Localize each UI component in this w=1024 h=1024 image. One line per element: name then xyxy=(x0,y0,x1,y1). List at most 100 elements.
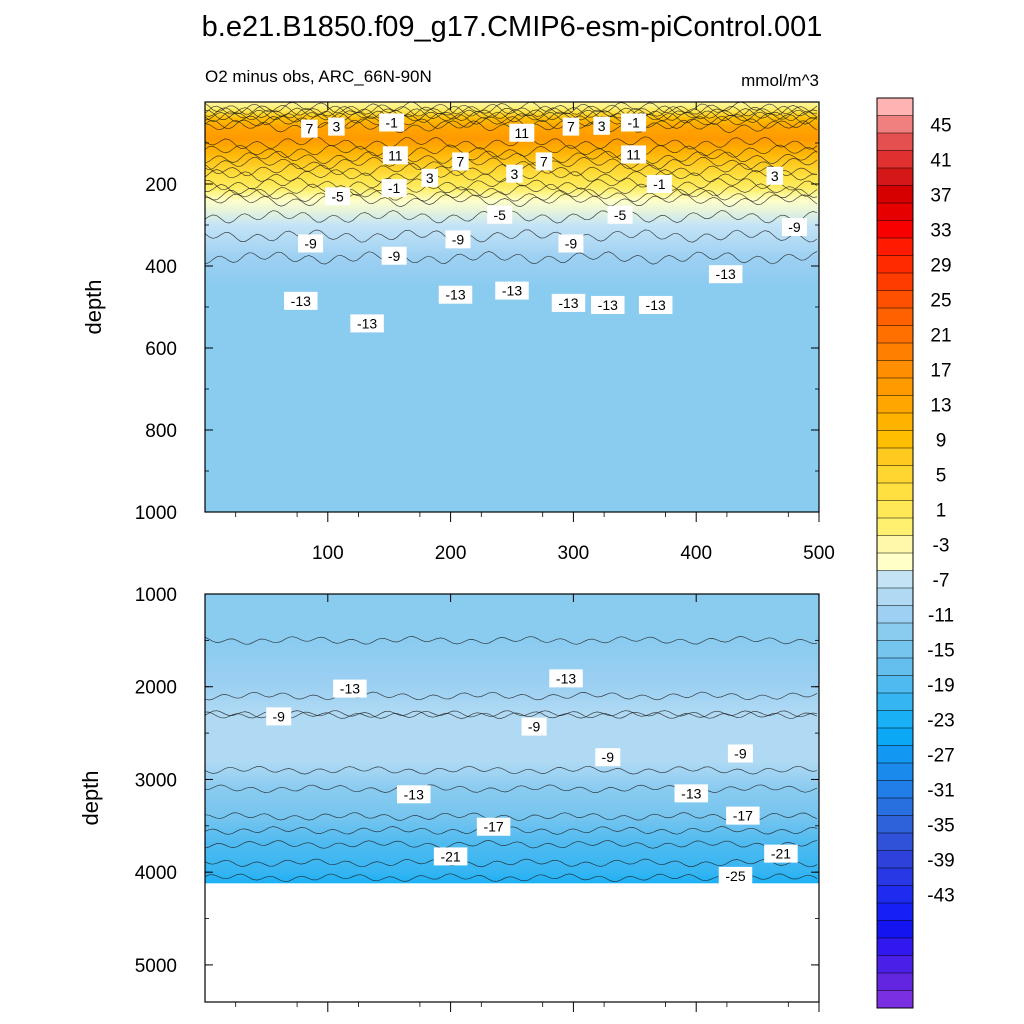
contour-label-box xyxy=(284,291,318,310)
contour-label-text: 11 xyxy=(626,146,641,162)
contour-label-box xyxy=(521,717,547,736)
colorbar-box xyxy=(877,500,913,519)
contour-line xyxy=(205,826,818,835)
colorbar-box xyxy=(877,325,913,344)
colorbar-tick-label: -19 xyxy=(927,675,954,696)
contour-label-box xyxy=(535,152,553,171)
contour-label-text: 7 xyxy=(540,153,548,169)
colorbar-tick-label: 5 xyxy=(936,465,947,486)
contour-label-text: -1 xyxy=(385,115,398,131)
contour-label: -9 xyxy=(595,748,621,767)
subtitle-left: O2 minus obs, ARC_66N-90N xyxy=(205,67,432,86)
colorbar-box xyxy=(877,605,913,624)
contour-label-text: -9 xyxy=(304,235,317,251)
contour-label-text: -13 xyxy=(681,785,701,801)
contour-label: -9 xyxy=(381,246,407,265)
contour-label-text: 3 xyxy=(426,170,434,186)
colorbar-tick-label: -3 xyxy=(933,535,950,556)
colorbar-box xyxy=(877,273,913,291)
contour-line xyxy=(205,102,818,115)
contour-label: -9 xyxy=(558,234,584,253)
contour-label-box xyxy=(718,866,753,885)
colorbar-box xyxy=(877,343,913,361)
colorbar-box xyxy=(877,255,913,274)
colorbar: 45 41 37 33 29 25 21 17 13 9 5 1 -3 -7 -11 -15 -19 -23 -27… xyxy=(876,97,955,1009)
contour-label-text: -5 xyxy=(493,207,506,223)
lower-y-label: depth xyxy=(78,770,103,825)
contour-label-box xyxy=(487,205,513,224)
contour-label-text: -13 xyxy=(556,670,576,686)
colorbar-box xyxy=(877,115,913,134)
contour-label-box xyxy=(509,123,535,142)
colorbar-box xyxy=(877,98,913,116)
contour-label: -13 xyxy=(638,295,673,314)
colorbar-tick-label: 13 xyxy=(930,395,951,416)
colorbar-box xyxy=(877,780,913,799)
contour-label-box xyxy=(674,784,709,803)
contour-label-text: -13 xyxy=(558,295,578,311)
lower-y-axis: 1000 2000 3000 4000 5000 xyxy=(135,585,819,977)
colorbar-box xyxy=(877,640,913,659)
colorbar-box xyxy=(877,395,913,414)
contour-label-box xyxy=(646,175,672,193)
colorbar-tick-label: -31 xyxy=(927,780,954,801)
colorbar-box xyxy=(877,168,913,186)
colorbar-box xyxy=(877,920,913,939)
contour-label-text: -9 xyxy=(602,749,615,765)
lower-field xyxy=(205,594,819,884)
contour-label-text: -13 xyxy=(291,293,311,309)
contour-label: -5 xyxy=(487,205,513,224)
contour-label-box xyxy=(551,293,586,312)
contour-label-text: -9 xyxy=(272,708,285,724)
contour-line xyxy=(205,873,818,883)
contour-label: -13 xyxy=(674,784,709,803)
colorbar-box xyxy=(877,220,913,239)
contour-line xyxy=(205,710,818,719)
colorbar-box xyxy=(877,378,913,396)
contour-label: 7 xyxy=(452,152,469,171)
contour-label-box xyxy=(764,844,798,863)
contour-line xyxy=(205,136,818,150)
contour-label-box xyxy=(379,113,405,132)
y-tick-label: 800 xyxy=(145,421,177,442)
colorbar-tick-label: -35 xyxy=(927,815,954,836)
contour-label: 3 xyxy=(506,164,523,183)
colorbar-tick-label: 25 xyxy=(930,290,951,311)
contour-label: -13 xyxy=(333,679,367,698)
contour-label-text: -13 xyxy=(340,681,360,697)
contour-line xyxy=(205,765,818,775)
y-tick-label: 400 xyxy=(145,257,177,278)
contour-line xyxy=(205,812,818,821)
contour-label: -13 xyxy=(591,295,625,314)
colorbar-box xyxy=(877,308,913,326)
contour-label-text: -13 xyxy=(646,297,666,313)
colorbar-box xyxy=(877,290,913,309)
colorbar-box xyxy=(877,430,913,449)
colorbar-tick-label: 21 xyxy=(930,325,951,346)
contour-label-box xyxy=(381,246,407,265)
contour-label-text: 11 xyxy=(388,147,403,163)
lower-panel: -13 -13 -9 -9 -9 -9 -13 -13 -17 -17 -21 -21 -25 1000… xyxy=(78,585,820,1012)
contour-label: 11 xyxy=(382,146,408,165)
contour-label: -17 xyxy=(726,806,760,825)
contour-label: 3 xyxy=(421,168,438,187)
contour-label-text: 3 xyxy=(598,118,606,134)
lower-contour-lines xyxy=(205,636,818,883)
contour-label-text: -9 xyxy=(734,745,747,761)
colorbar-box xyxy=(877,763,913,781)
colorbar-box xyxy=(877,465,913,484)
y-tick-label: 2000 xyxy=(135,678,177,699)
lower-x-axis xyxy=(235,594,820,1012)
contour-label-text: -13 xyxy=(502,283,522,299)
contour-label-text: -5 xyxy=(331,188,344,204)
contour-label: -13 xyxy=(549,669,583,688)
contour-line xyxy=(205,183,818,197)
contour-label: -9 xyxy=(727,744,753,763)
colorbar-box xyxy=(877,850,913,869)
colorbar-tick-label: 41 xyxy=(930,150,951,171)
contour-label-text: -9 xyxy=(565,235,578,251)
figure-title: b.e21.B1850.f09_g17.CMIP6-esm-piControl.… xyxy=(202,11,823,43)
contour-line xyxy=(205,105,818,119)
contour-label-box xyxy=(397,785,431,804)
